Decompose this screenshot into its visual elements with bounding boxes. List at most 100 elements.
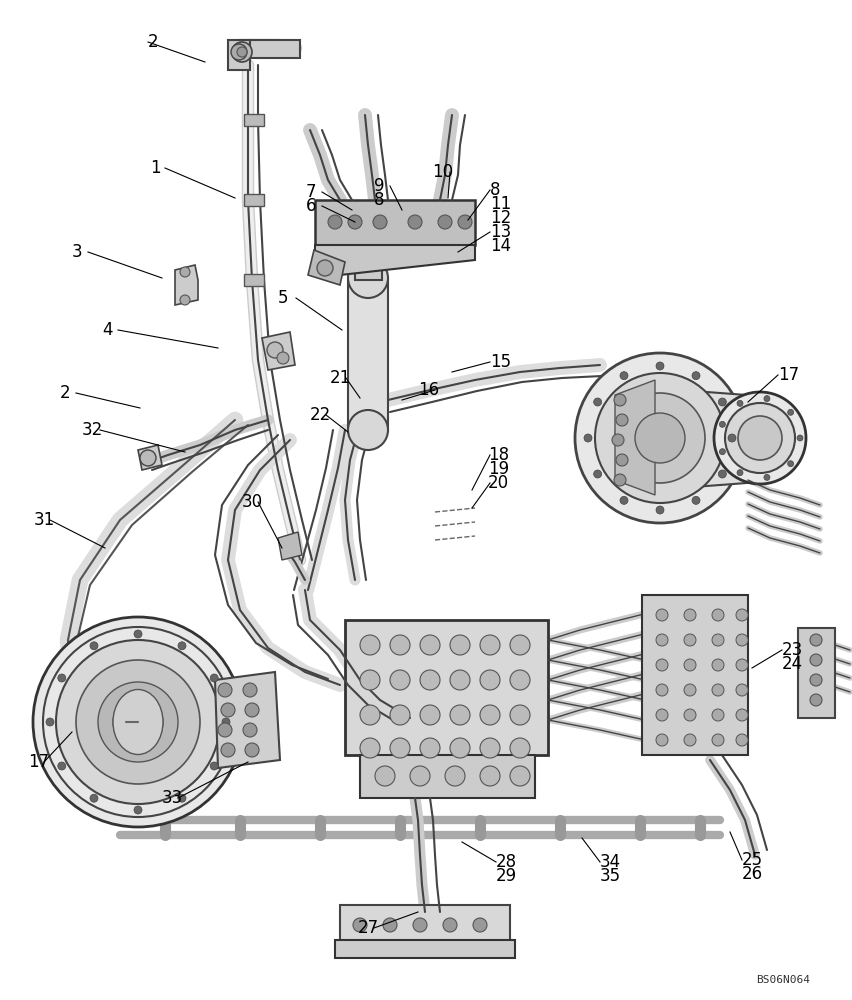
- Circle shape: [178, 794, 186, 802]
- Circle shape: [180, 295, 190, 305]
- Circle shape: [764, 396, 770, 402]
- Polygon shape: [278, 532, 302, 560]
- Text: 16: 16: [418, 381, 439, 399]
- Circle shape: [620, 372, 628, 380]
- Circle shape: [692, 372, 700, 380]
- Circle shape: [443, 918, 457, 932]
- Circle shape: [231, 44, 247, 60]
- Polygon shape: [345, 620, 548, 755]
- Circle shape: [450, 738, 470, 758]
- Circle shape: [360, 670, 380, 690]
- Circle shape: [656, 709, 668, 721]
- Circle shape: [450, 705, 470, 725]
- Circle shape: [438, 215, 452, 229]
- Circle shape: [810, 694, 822, 706]
- Circle shape: [420, 738, 440, 758]
- Circle shape: [390, 670, 410, 690]
- Text: 7: 7: [306, 183, 316, 201]
- Circle shape: [140, 450, 156, 466]
- Circle shape: [445, 766, 465, 786]
- Circle shape: [267, 342, 283, 358]
- Polygon shape: [315, 245, 475, 275]
- Circle shape: [736, 609, 748, 621]
- Circle shape: [480, 670, 500, 690]
- Circle shape: [390, 738, 410, 758]
- Text: 32: 32: [82, 421, 103, 439]
- Circle shape: [218, 683, 232, 697]
- Text: 29: 29: [496, 867, 517, 885]
- Circle shape: [737, 400, 743, 406]
- Circle shape: [243, 723, 257, 737]
- Circle shape: [245, 743, 259, 757]
- Polygon shape: [138, 445, 162, 470]
- Circle shape: [420, 705, 440, 725]
- Circle shape: [360, 635, 380, 655]
- Circle shape: [656, 609, 668, 621]
- Circle shape: [692, 496, 700, 504]
- Circle shape: [33, 617, 243, 827]
- Circle shape: [480, 738, 500, 758]
- Text: 5: 5: [278, 289, 289, 307]
- Circle shape: [134, 806, 142, 814]
- Circle shape: [736, 734, 748, 746]
- Circle shape: [348, 258, 388, 298]
- Polygon shape: [244, 274, 264, 286]
- Circle shape: [76, 660, 200, 784]
- Circle shape: [736, 659, 748, 671]
- Circle shape: [56, 640, 220, 804]
- Text: 8: 8: [374, 191, 384, 209]
- Circle shape: [360, 705, 380, 725]
- Circle shape: [375, 766, 395, 786]
- Circle shape: [210, 762, 218, 770]
- Circle shape: [614, 394, 626, 406]
- Text: 2: 2: [148, 33, 158, 51]
- Text: 30: 30: [242, 493, 263, 511]
- Circle shape: [810, 674, 822, 686]
- Polygon shape: [262, 332, 295, 370]
- Text: 2: 2: [60, 384, 71, 402]
- Circle shape: [277, 352, 289, 364]
- Circle shape: [420, 670, 440, 690]
- Polygon shape: [244, 114, 264, 126]
- Circle shape: [473, 918, 487, 932]
- Text: 17: 17: [778, 366, 799, 384]
- Polygon shape: [175, 265, 198, 305]
- Circle shape: [736, 709, 748, 721]
- Text: 28: 28: [496, 853, 517, 871]
- Circle shape: [684, 709, 696, 721]
- Circle shape: [510, 766, 530, 786]
- Circle shape: [232, 42, 252, 62]
- Circle shape: [684, 659, 696, 671]
- Text: 15: 15: [490, 353, 511, 371]
- Circle shape: [218, 723, 232, 737]
- Polygon shape: [335, 940, 515, 958]
- Circle shape: [575, 353, 745, 523]
- Circle shape: [480, 766, 500, 786]
- Text: 11: 11: [490, 195, 511, 213]
- Text: 4: 4: [102, 321, 112, 339]
- Text: 22: 22: [310, 406, 331, 424]
- Circle shape: [222, 718, 230, 726]
- Polygon shape: [228, 40, 250, 70]
- Text: 31: 31: [34, 511, 55, 529]
- Circle shape: [390, 635, 410, 655]
- Polygon shape: [315, 200, 475, 245]
- Circle shape: [360, 738, 380, 758]
- Circle shape: [243, 683, 257, 697]
- Circle shape: [58, 674, 66, 682]
- Text: 8: 8: [490, 181, 500, 199]
- Circle shape: [612, 434, 624, 446]
- Text: BS06N064: BS06N064: [756, 975, 810, 985]
- Circle shape: [98, 682, 178, 762]
- Circle shape: [58, 762, 66, 770]
- Text: 14: 14: [490, 237, 511, 255]
- Text: 18: 18: [488, 446, 509, 464]
- Circle shape: [245, 703, 259, 717]
- Circle shape: [656, 506, 664, 514]
- Text: 21: 21: [330, 369, 351, 387]
- Circle shape: [480, 635, 500, 655]
- Circle shape: [383, 918, 397, 932]
- Circle shape: [787, 461, 794, 467]
- Circle shape: [714, 392, 806, 484]
- Polygon shape: [308, 250, 345, 285]
